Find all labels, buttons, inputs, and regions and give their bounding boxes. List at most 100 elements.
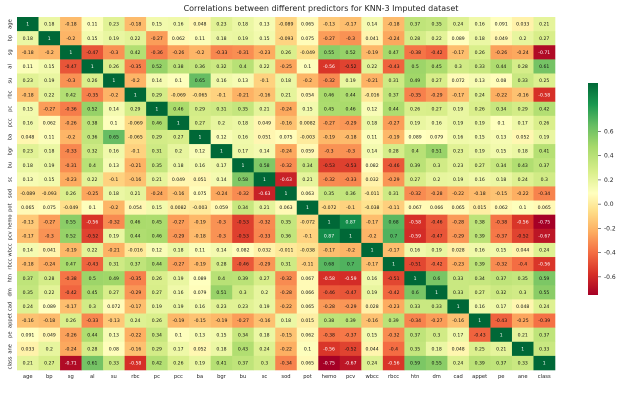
heatmap-cell [275,144,298,159]
heatmap-cell [124,31,147,46]
heatmap-cell [318,129,341,145]
heatmap-cell [468,355,491,371]
heatmap-cell [404,228,427,244]
heatmap-cell-label: 0.16 [195,304,205,310]
heatmap-cell [447,242,470,258]
heatmap-cell [253,144,276,159]
heatmap-cell [511,87,534,103]
heatmap-cell [146,101,168,117]
heatmap-cell-label: -0.19 [65,248,77,254]
heatmap-cell [146,31,168,46]
heatmap-cell-label: 0.19 [109,233,119,239]
x-tick-label: al [90,374,95,380]
heatmap-cell-label: -0.37 [495,233,507,239]
heatmap-cell [382,285,405,300]
heatmap-cell [232,129,255,145]
heatmap-cell [533,186,556,201]
heatmap-cell-label: -0.59 [345,276,357,282]
heatmap-cell-label: 0.26 [152,276,162,282]
heatmap-cell [210,285,233,300]
heatmap-cell-label: 0.089 [409,135,422,141]
heatmap-cell [447,115,470,131]
heatmap-cell-label: 0.17 [453,332,463,338]
heatmap-cell-label: -0.19 [366,50,378,56]
heatmap-cell [339,101,362,117]
heatmap-cell-label: 0.39 [475,361,485,367]
x-tick-label: age [23,374,33,380]
y-tick-label: class [8,356,14,369]
heatmap-cell [361,172,384,187]
heatmap-cell-label: 0.19 [152,304,162,310]
heatmap-cell-label: 0.16 [173,22,183,28]
heatmap-cell [511,158,534,173]
heatmap-cell-label: -0.39 [538,318,550,324]
heatmap-cell-label: -0.27 [237,318,249,324]
heatmap-cell-label: 0.34 [496,106,506,112]
heatmap-cell [425,45,448,60]
heatmap-cell [146,299,168,314]
heatmap-cell-label: 0.55 [432,361,442,367]
heatmap-cell-label: 0.33 [432,304,442,310]
heatmap-cell-label: 0.065 [301,304,314,310]
heatmap-cell [60,214,82,230]
heatmap-cell-label: -0.27 [431,318,443,324]
heatmap-cell-label: 0.23 [238,304,248,310]
heatmap-cell-label: 0.065 [21,205,34,211]
heatmap-cell [296,73,319,88]
heatmap-cell-label: 0.4 [411,149,418,155]
heatmap-cell-label: -0.56 [323,346,335,352]
heatmap-cell [468,73,491,88]
heatmap-cell-label: 0.27 [109,290,119,296]
heatmap-cell-label: 0.6 [433,276,440,282]
heatmap-cell [253,257,276,272]
heatmap-cell [404,59,427,74]
heatmap-cell-label: 0.26 [539,121,549,127]
heatmap-cell-label: 0.15 [367,332,377,338]
heatmap-cell-label: 0.28 [216,262,226,268]
heatmap-cell-label: 0.15 [152,22,162,28]
heatmap-cell-label: -0.34 [280,361,292,367]
x-tick-label: class [538,374,551,380]
heatmap-cell [339,158,362,173]
heatmap-cell [296,17,319,32]
heatmap-cell [447,87,470,103]
heatmap-cell [468,271,491,286]
heatmap-cell [275,313,298,328]
heatmap-cell-label: 0.35 [518,276,528,282]
heatmap-cell-label: 0.28 [87,346,97,352]
y-tick-label: sod [8,189,14,198]
heatmap-cell-label: 0.032 [258,248,271,254]
heatmap-cell-label: 0.2 [433,177,440,183]
heatmap-cell-label: 0.082 [366,163,379,169]
heatmap-cell [124,355,147,371]
heatmap-cell [490,158,513,173]
heatmap-cell-label: 0.1 [175,332,182,338]
heatmap-cell-label: -0.52 [345,64,357,70]
heatmap-cell [275,73,298,88]
heatmap-cell-label: 0.19 [475,121,485,127]
heatmap-cell [275,45,298,60]
heatmap-cell-label: 0.12 [152,248,162,254]
heatmap-cell-label: -0.11 [302,262,314,268]
heatmap-cell-label: 0.14 [216,248,226,254]
colorbar-tick-label: 0.0 [604,201,614,208]
colorbar-tick-label: -0.2 [604,225,616,232]
heatmap-cell [468,228,491,244]
heatmap-cell-label: 0.27 [195,121,205,127]
heatmap-cell [17,31,39,46]
heatmap-cell [146,158,168,173]
heatmap-cell-label: 0.28 [410,36,420,42]
heatmap-cell-label: -0.21 [366,78,378,84]
heatmap-cell-label: 0.072 [452,78,465,84]
heatmap-cell-label: -0.24 [280,149,292,155]
heatmap-cell [167,101,190,117]
heatmap-cell [447,144,470,159]
heatmap-cell [124,257,147,272]
heatmap-cell [361,73,384,88]
y-tick-label: pcc [8,118,14,127]
heatmap-cell-label: 0.19 [195,361,205,367]
heatmap-cell-label: 0.072 [107,304,120,310]
heatmap-cell-label: -0.63 [259,191,271,197]
heatmap-cell-label: 0.35 [152,163,162,169]
heatmap-cell [318,158,341,173]
